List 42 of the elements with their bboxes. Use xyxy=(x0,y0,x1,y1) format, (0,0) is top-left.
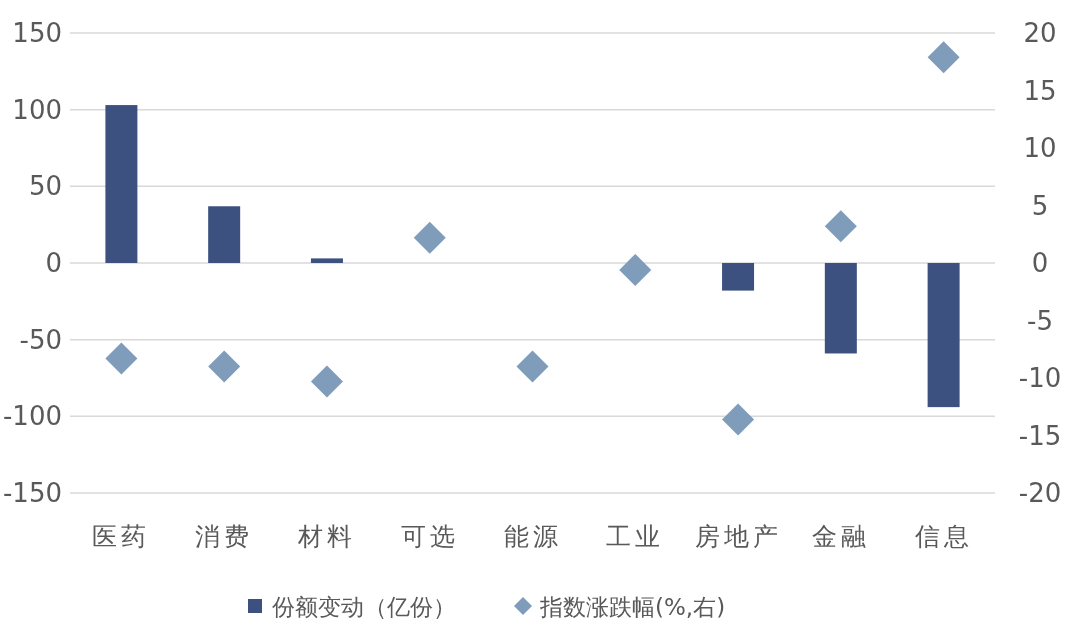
y2-tick-label: -5 xyxy=(1027,305,1053,336)
point xyxy=(927,41,960,74)
point xyxy=(722,403,755,436)
x-tick-label: 可选 xyxy=(400,522,459,551)
x-tick-label: 金融 xyxy=(811,522,870,551)
point xyxy=(516,350,549,383)
y2-tick-label: -15 xyxy=(1018,420,1062,451)
bar xyxy=(310,258,343,263)
x-tick-label: 材料 xyxy=(296,522,356,551)
x-tick-label: 工业 xyxy=(606,522,665,551)
y2-tick-label: 10 xyxy=(1023,133,1057,163)
y2-tick-label: 5 xyxy=(1031,190,1049,221)
legend-label: 份额变动（亿份） xyxy=(272,594,456,620)
legend-label: 指数涨跌幅(%,右) xyxy=(539,594,726,620)
y2-tick-label: 15 xyxy=(1023,75,1057,106)
x-tick-label: 医药 xyxy=(92,522,151,551)
x-tick-label: 房地产 xyxy=(694,522,782,551)
point xyxy=(413,221,446,254)
y-tick-label: 0 xyxy=(45,248,62,278)
point xyxy=(105,342,138,375)
y2-tick-label: 0 xyxy=(1031,248,1049,278)
point xyxy=(619,253,652,286)
bar xyxy=(927,263,960,408)
bar xyxy=(105,105,138,263)
y-tick-label: 100 xyxy=(12,94,62,125)
bar xyxy=(208,206,241,263)
y-tick-label: -50 xyxy=(19,324,62,355)
point xyxy=(310,365,343,398)
point xyxy=(208,350,241,383)
y2-tick-label: -20 xyxy=(1018,478,1062,508)
x-tick-label: 能源 xyxy=(503,522,562,551)
y-tick-label: 50 xyxy=(28,171,62,202)
bar xyxy=(722,263,755,291)
y-tick-label: 150 xyxy=(12,18,62,48)
y2-tick-label: -10 xyxy=(1018,363,1062,393)
y-tick-label: -100 xyxy=(2,401,62,432)
y2-tick-label: 20 xyxy=(1023,18,1057,48)
y-tick-label: -150 xyxy=(2,478,62,508)
x-tick-label: 消费 xyxy=(195,522,254,551)
point xyxy=(824,210,857,243)
x-tick-label: 信息 xyxy=(914,522,973,551)
bar xyxy=(824,263,857,354)
